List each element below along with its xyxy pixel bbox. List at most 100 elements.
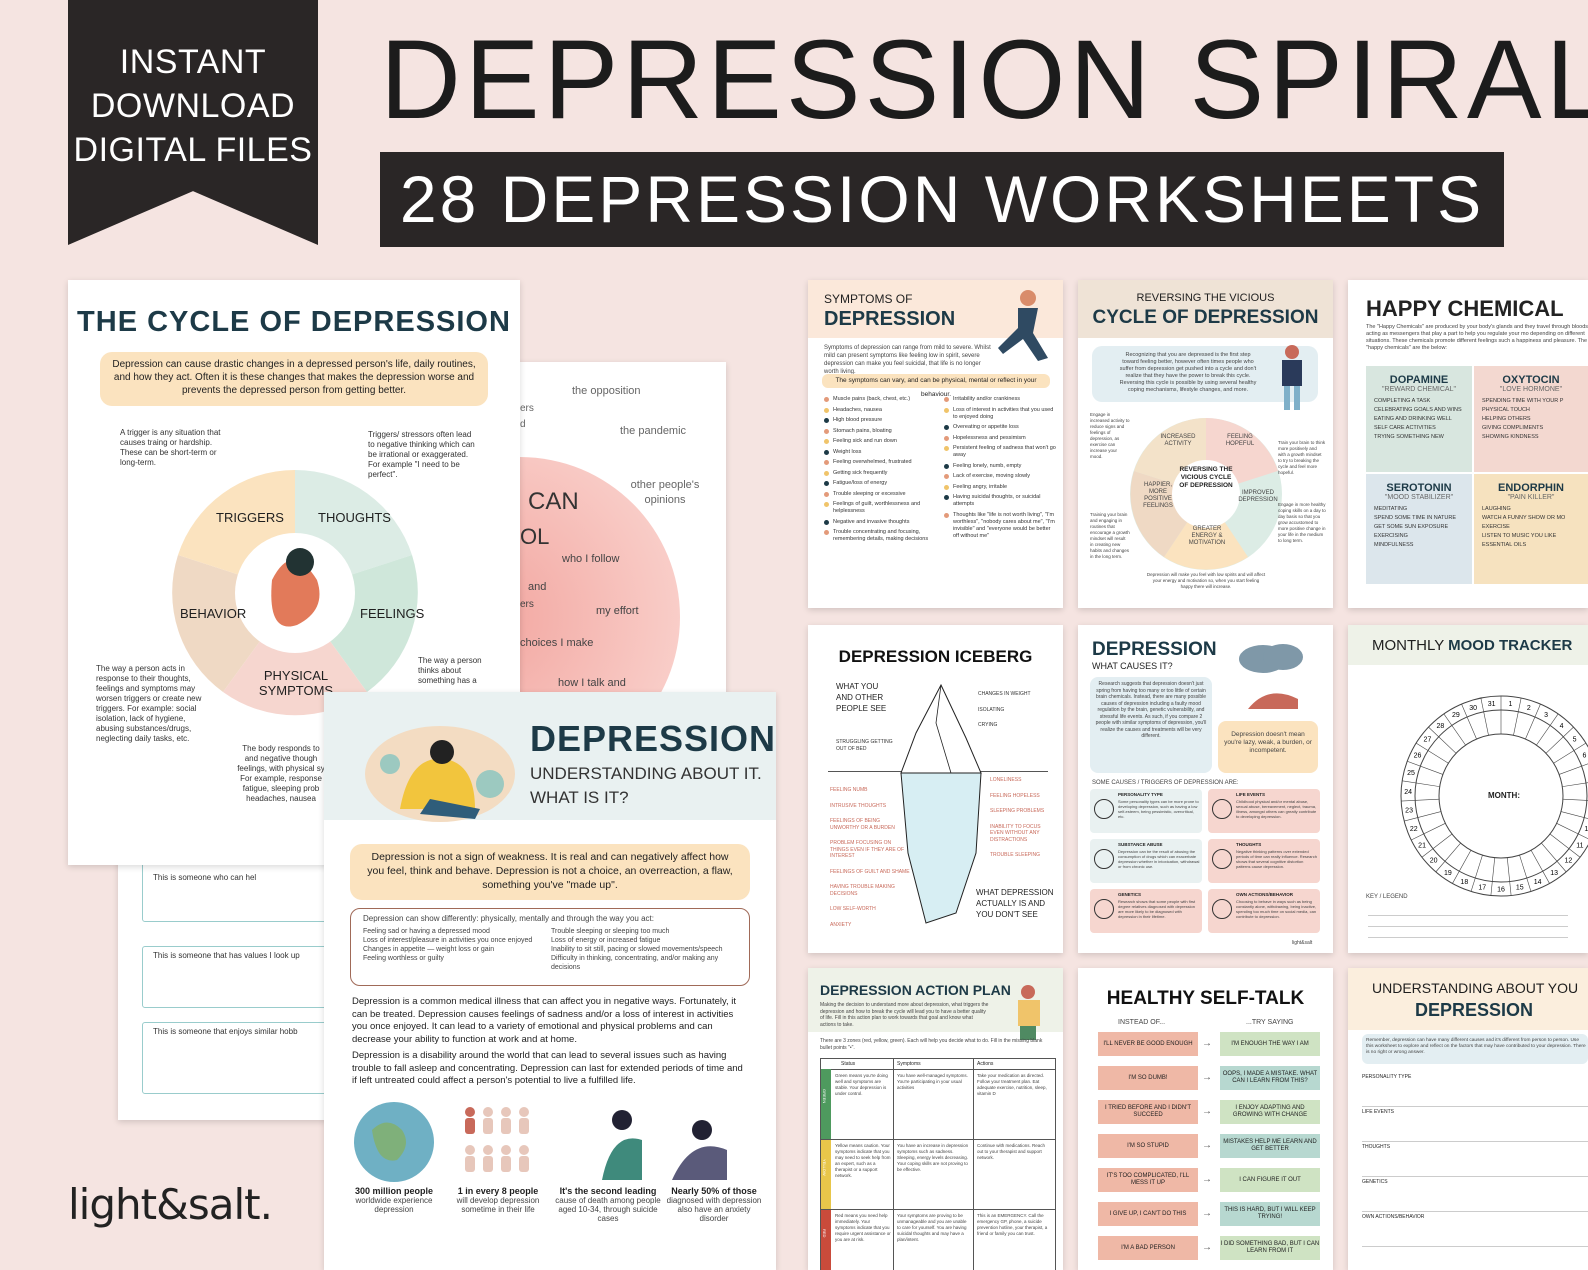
mood-day-label: 11 [1576, 843, 1583, 850]
action-table-header: Status Symptoms Actions [821, 1059, 1055, 1070]
seg-increased-activity: INCREASED ACTIVITY [1160, 434, 1196, 447]
chemical-item: SHOWING KINDNESS [1482, 434, 1539, 440]
bullet-dot-icon [944, 435, 949, 441]
symptom-text: Irritability and/or crankiness [953, 396, 1020, 402]
symptom-text: Feeling sick and run down [833, 438, 897, 444]
cause-card: SUBSTANCE ABUSE Depression can be the res… [1090, 839, 1202, 883]
stat-body: will develop depression sometime in thei… [456, 1196, 540, 1214]
mood-day-label: 31 [1488, 701, 1496, 708]
signs-left: Feeling sad or having a depressed mood L… [363, 927, 543, 963]
understand2-intro: Remember, depression can have many diffe… [1366, 1038, 1586, 1055]
below-right-list: LONELINESS FEELING HOPELESS SLEEPING PROBL… [990, 777, 1054, 868]
iceberg-item: INTRUSIVE THOUGHTS [830, 802, 887, 809]
mood-day-divider [1559, 763, 1588, 775]
reflection-field[interactable]: LIFE EVENTS [1362, 1107, 1588, 1142]
red-status: Red means you need help immediately. You… [835, 1213, 891, 1242]
mood-day-divider [1402, 780, 1440, 787]
cause-body: Choosing to behave in ways such as being… [1236, 899, 1317, 919]
cause-icon [1212, 799, 1232, 819]
symptom-item: Stomach pains, bloating [824, 428, 936, 435]
mirror-person-icon [1282, 345, 1302, 410]
iceberg-item: LOW SELF-WORTH [830, 906, 876, 912]
endorphin-title: ENDORPHIN [1497, 482, 1564, 494]
iceberg-item: INABILITY TO FOCUS EVEN WITHOUT ANY DIST… [990, 823, 1041, 843]
symptom-item: Trouble sleeping or excessive [824, 491, 936, 498]
symptoms-right-list: Irritability and/or crankiness Loss of in… [944, 396, 1056, 543]
bullet-dot-icon [824, 519, 829, 525]
reflection-field[interactable]: THOUGHTS [1362, 1142, 1588, 1177]
word-d: d [520, 419, 526, 430]
chemical-item: SELF CARE ACTIVITIES [1374, 425, 1436, 431]
reflection-field[interactable]: OWN ACTIONS/BEHAVIOR [1362, 1212, 1588, 1247]
seg-feeling-hopeful: FEELING HOPEFUL [1225, 434, 1255, 447]
symptom-item: Negative and invasive thoughts [824, 519, 936, 526]
cause-body: Childhood physical and/or mental abuse, … [1236, 799, 1317, 819]
symptom-item: Hopelessness and pessimism [944, 435, 1056, 442]
mood-day-label: 1 [1508, 701, 1512, 708]
stat-4: Nearly 50% of those diagnosed with depre… [664, 1186, 764, 1223]
col-status: Status [841, 1061, 856, 1067]
symptom-text: Trouble concentrating and focusing, reme… [833, 529, 929, 542]
selftalk-title: HEALTHY SELF-TALK [1106, 988, 1305, 1009]
arrow-right-icon: → [1202, 1038, 1212, 1049]
chemical-item: PHYSICAL TOUCH [1482, 407, 1530, 413]
above-left-list: STRUGGLING GETTING OUT OF BED [836, 739, 896, 761]
iceberg-worksheet: DEPRESSION ICEBERG WHAT YOU AND OTHER PE… [808, 625, 1063, 953]
try-saying-item: I'M ENOUGH THE WAY I AM [1220, 1032, 1320, 1056]
endorphin-list: LAUGHING WATCH A FUNNY SHOW OR MO EXERCISE… [1474, 501, 1588, 554]
red-zone-bar [821, 1209, 831, 1270]
mood-day-divider [1562, 798, 1588, 801]
symptom-text: Muscle pains (back, chest, etc.) [833, 396, 911, 402]
cause-head: THOUGHTS [1236, 842, 1262, 847]
causes-list-head: SOME CAUSES / TRIGGERS OF DEPRESSION ARE… [1092, 780, 1239, 786]
bullet-dot-icon [944, 512, 949, 518]
oxytocin-card: OXYTOCIN "LOVE HORMONE" SPENDING TIME WI… [1474, 366, 1588, 472]
rain-cloud-icon [1239, 644, 1303, 709]
red-actions: This is an EMERGENCY. Call the emergency… [977, 1213, 1048, 1236]
yellow-status: Yellow means caution. Your symptoms indi… [835, 1143, 891, 1178]
stat-body: cause of death among people aged 10-34, … [555, 1196, 661, 1223]
symptom-item: Irritability and/or crankiness [944, 396, 1056, 403]
symptom-item: Headaches, nausea [824, 407, 936, 414]
mood-t3: TRACKER [1498, 637, 1573, 654]
mood-title: MONTHLY MOOD TRACKER [1372, 637, 1572, 654]
mood-day-label: 4 [1560, 723, 1564, 730]
mood-day-divider [1407, 760, 1443, 775]
try-saying-item: THIS IS HARD, BUT I WILL KEEP TRYING! [1220, 1202, 1320, 1226]
cause-body: Depression can be the result of abusing … [1118, 849, 1200, 869]
word-can: CAN [528, 488, 579, 515]
mood-day-label: 21 [1418, 843, 1426, 850]
ribbon-line-3: DIGITAL FILES [73, 131, 313, 169]
chemical-item: SPENDING TIME WITH YOUR P [1482, 398, 1564, 404]
mood-day-label: 2 [1527, 705, 1531, 712]
bullet-dot-icon [824, 470, 829, 476]
understand2-t2: DEPRESSION [1414, 1000, 1534, 1020]
bullet-dot-icon [944, 484, 949, 490]
mood-day-divider [1553, 742, 1587, 764]
instead-of-item: I'M SO STUPID [1098, 1134, 1198, 1158]
try-saying-item: I ENJOY ADAPTING AND GROWING WITH CHANGE [1220, 1100, 1320, 1124]
yellow-actions: Continue with medications. Reach out to … [977, 1143, 1046, 1160]
symptom-text: Hopelessness and pessimism [953, 434, 1026, 441]
iceberg-item: FEELING NUMB [830, 787, 868, 793]
chemical-item: CELEBRATING GOALS AND WINS [1374, 407, 1462, 413]
instead-of-item: I TRIED BEFORE AND I DIDN'T SUCCEED [1098, 1100, 1198, 1124]
symptom-item: High blood pressure [824, 417, 936, 424]
reflection-field[interactable]: PERSONALITY TYPE [1362, 1072, 1588, 1107]
mood-day-label: 6 [1583, 753, 1587, 760]
iceberg-item: PROBLEM FOCUSING ON THINGS EVEN IF THEY … [830, 840, 904, 859]
iceberg-item: TROUBLE SLEEPING [990, 852, 1041, 858]
iceberg-icon [900, 683, 982, 924]
serotonin-card: SEROTONIN "MOOD STABILIZER" MEDITATING SP… [1366, 474, 1472, 584]
green-actions: Take your medication as directed. Follow… [977, 1073, 1047, 1096]
col-symptoms: Symptoms [897, 1061, 921, 1067]
green-zone-bar [821, 1069, 831, 1139]
word-choices: choices I make [520, 637, 594, 649]
chemical-item: LAUGHING [1482, 506, 1511, 512]
action-table: Status Symptoms Actions Green means you'… [820, 1058, 1056, 1270]
mood-day-label: 20 [1430, 858, 1438, 865]
mood-day-divider [1452, 850, 1472, 884]
mood-day-divider [1470, 855, 1483, 892]
reflection-field[interactable]: GENETICS [1362, 1177, 1588, 1212]
mood-day-label: 23 [1405, 808, 1413, 815]
